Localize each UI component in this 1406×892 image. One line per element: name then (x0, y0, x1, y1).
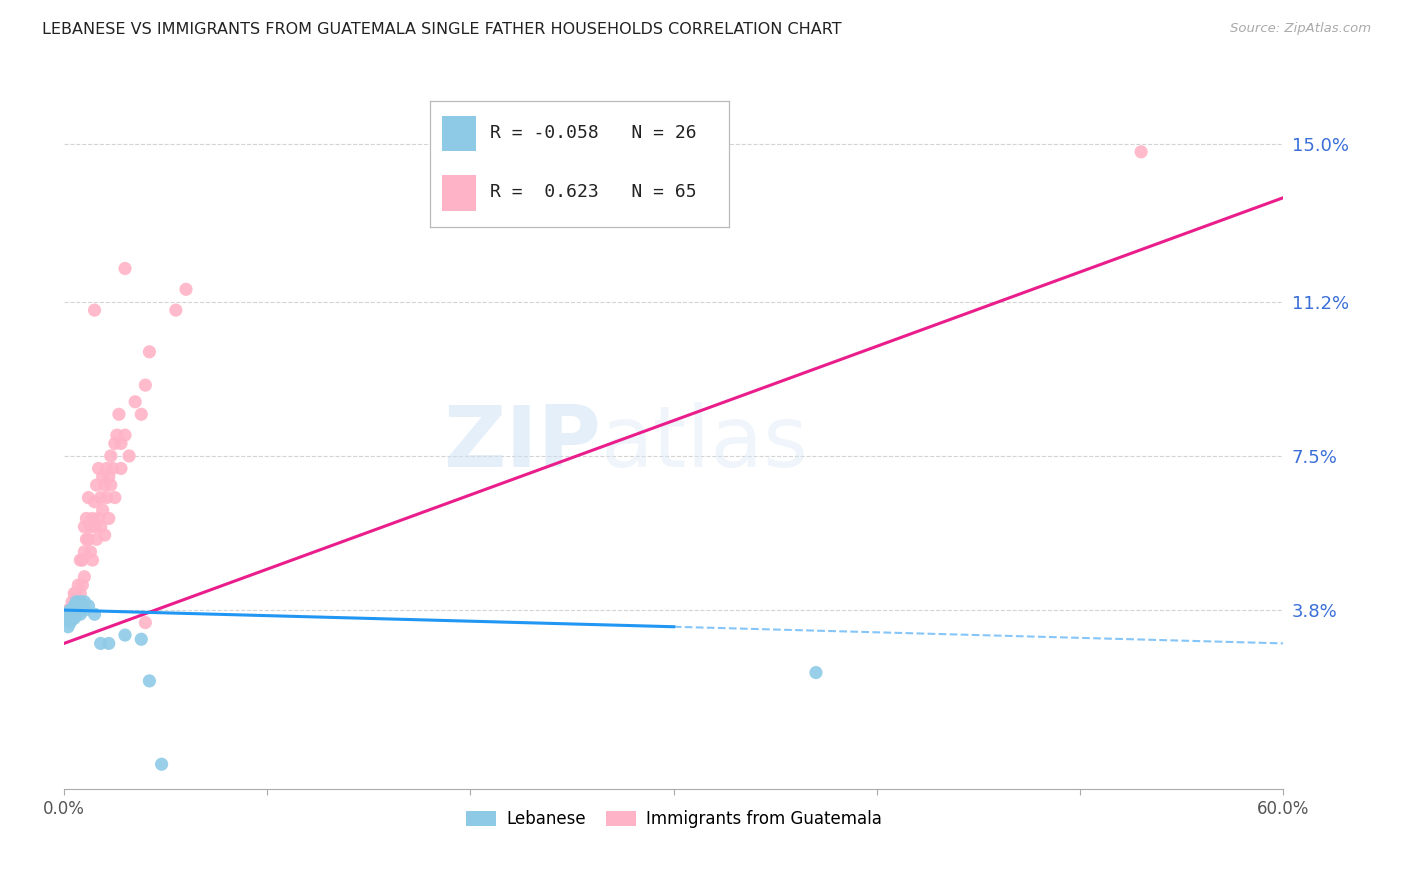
Text: LEBANESE VS IMMIGRANTS FROM GUATEMALA SINGLE FATHER HOUSEHOLDS CORRELATION CHART: LEBANESE VS IMMIGRANTS FROM GUATEMALA SI… (42, 22, 842, 37)
Point (63, 607, 86, 622)
Point (86, 533, 108, 547)
Point (134, 378, 156, 392)
Point (83, 303, 105, 318)
Point (56, 603, 79, 617)
Point (59, 615, 82, 630)
Point (63, 599, 86, 613)
Point (77, 599, 100, 613)
Point (90, 636, 112, 650)
Point (56, 620, 79, 634)
Point (63, 611, 86, 625)
Text: atlas: atlas (600, 401, 808, 484)
Point (69, 607, 91, 622)
Point (129, 407, 152, 421)
Point (110, 436, 132, 450)
Point (55, 607, 77, 622)
Point (67, 603, 90, 617)
Point (73, 603, 96, 617)
Point (86, 478, 108, 492)
Point (97, 470, 120, 484)
Point (90, 520, 112, 534)
Point (60, 595, 83, 609)
Point (82, 511, 104, 525)
Point (124, 394, 146, 409)
Point (114, 628, 136, 642)
Point (97, 511, 120, 525)
Point (73, 545, 96, 559)
Point (82, 553, 104, 567)
Point (69, 553, 91, 567)
Point (114, 261, 136, 276)
Point (73, 570, 96, 584)
Point (114, 428, 136, 442)
Point (96, 491, 118, 505)
Point (804, 665, 827, 680)
Point (97, 636, 120, 650)
Point (110, 461, 132, 475)
Point (67, 599, 90, 613)
Point (96, 461, 118, 475)
Point (60, 611, 83, 625)
Point (100, 449, 122, 463)
Point (104, 491, 127, 505)
Point (56, 611, 79, 625)
Point (56, 611, 79, 625)
Point (60, 607, 83, 622)
Point (79, 545, 101, 559)
Point (67, 578, 90, 592)
Point (72, 553, 94, 567)
Point (129, 632, 152, 647)
Point (69, 586, 91, 600)
Point (73, 595, 96, 609)
Point (65, 603, 87, 617)
Point (77, 491, 100, 505)
Text: ZIP: ZIP (443, 401, 600, 484)
Point (75, 511, 97, 525)
Point (65, 595, 87, 609)
Point (150, 757, 173, 772)
Point (118, 449, 141, 463)
Point (59, 603, 82, 617)
Point (72, 599, 94, 613)
Point (72, 578, 94, 592)
Legend: Lebanese, Immigrants from Guatemala: Lebanese, Immigrants from Guatemala (460, 804, 889, 835)
Point (93, 528, 115, 542)
Point (83, 520, 105, 534)
Point (134, 615, 156, 630)
Point (59, 611, 82, 625)
Point (83, 495, 105, 509)
Point (138, 673, 160, 688)
Point (65, 586, 87, 600)
Point (63, 599, 86, 613)
Point (91, 470, 114, 484)
Text: Source: ZipAtlas.com: Source: ZipAtlas.com (1230, 22, 1371, 36)
Point (77, 533, 100, 547)
Point (55, 607, 77, 622)
Point (83, 607, 105, 622)
Point (90, 491, 112, 505)
Point (59, 603, 82, 617)
Point (93, 478, 115, 492)
Point (60, 603, 83, 617)
Point (75, 533, 97, 547)
Point (105, 428, 128, 442)
Point (108, 407, 131, 421)
Point (165, 303, 187, 318)
Point (101, 461, 124, 475)
Point (67, 595, 90, 609)
Point (69, 595, 91, 609)
Point (79, 520, 101, 534)
Point (63, 586, 86, 600)
Point (91, 503, 114, 517)
Point (87, 511, 110, 525)
Point (87, 461, 110, 475)
Point (174, 282, 197, 296)
Point (1130, 145, 1153, 159)
Point (100, 478, 122, 492)
Point (65, 607, 87, 622)
Point (73, 520, 96, 534)
Point (104, 436, 127, 450)
Point (138, 344, 160, 359)
